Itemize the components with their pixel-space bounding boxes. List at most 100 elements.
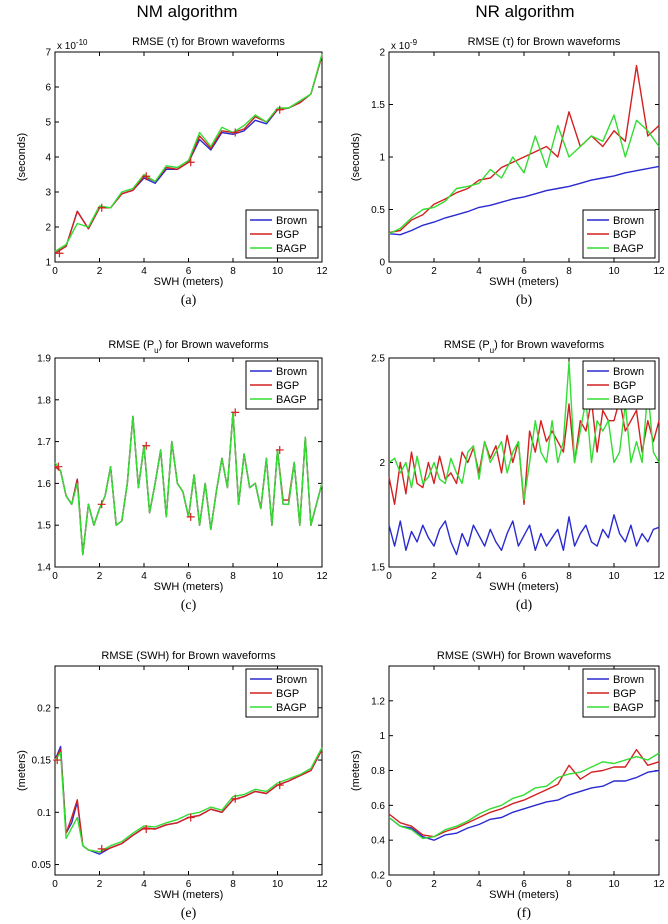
y-tick-label: 1.9 [37,354,51,365]
x-tick-label: 2 [431,879,437,890]
x-tick-label: 8 [230,571,236,582]
y-axis-label: (seconds) [350,133,362,181]
legend-label-brown: Brown [276,674,307,686]
x-tick-label: 8 [230,879,236,890]
x-axis-label: SWH (meters) [154,889,224,901]
y-tick-label: 1.5 [37,521,51,532]
x-tick-label: 10 [272,571,284,582]
y-tick-label: 3 [45,188,51,199]
x-tick-label: 0 [386,879,392,890]
legend: Brown BGP BAGP [245,209,319,259]
axis-exponent: x 10-9 [391,38,418,53]
legend-label-bagp: BAGP [613,394,644,406]
x-tick-label: 12 [653,571,665,582]
x-tick-label: 0 [386,571,392,582]
y-tick-label: 0.5 [371,205,385,216]
x-tick-label: 2 [431,266,437,277]
legend-label-brown: Brown [613,674,644,686]
x-tick-label: 12 [316,879,328,890]
chart-title-main: RMSE (P [444,339,490,351]
chart-panel-b: RMSE (τ) for Brown waveforms x 10-9 0 2 4 6 8 1… [350,36,665,308]
x-tick-label: 4 [476,879,482,890]
legend-label-bgp: BGP [276,380,299,392]
chart-panel-e: RMSE (SWH) for Brown waveforms 0 2 4 6 8 10 12 0… [16,650,328,921]
marker-plus [97,203,106,212]
y-tick-label: 2 [379,458,385,469]
x-tick-label: 2 [431,571,437,582]
marker-plus [231,408,240,417]
legend-label-brown: Brown [276,215,307,227]
y-tick-label: 5 [45,118,51,129]
legend-label-bgp: BGP [276,229,299,241]
marker-plus [275,105,284,114]
chart-title-rest: ) for Brown waveforms [494,339,605,351]
marker-plus [186,813,195,822]
axis-exponent-base: x 10 [57,41,76,52]
legend-label-bagp: BAGP [613,702,644,714]
y-tick-label: 0.05 [32,860,52,871]
x-tick-label: 6 [521,266,527,277]
chart-title: RMSE (Pu) for Brown waveforms [444,339,605,355]
marker-plus [186,158,195,167]
y-tick-label: 1 [45,258,51,269]
legend-label-bagp: BAGP [276,394,307,406]
panel-caption: (f) [517,906,531,921]
x-tick-label: 6 [521,879,527,890]
y-tick-label: 1.4 [37,563,51,574]
x-tick-label: 2 [97,879,103,890]
y-tick-label: 1 [379,731,385,742]
y-tick-label: 1 [379,153,385,164]
chart-panel-f: RMSE (SWH) for Brown waveforms 0 2 4 6 8 10 12 0… [350,650,665,921]
x-tick-label: 4 [141,571,147,582]
axis-exponent-power: -10 [76,38,88,47]
series-line-bagp [54,747,323,853]
x-tick-label: 2 [97,571,103,582]
x-tick-label: 8 [566,879,572,890]
x-tick-label: 6 [186,879,192,890]
series-line-bagp [388,361,660,501]
y-axis-label: (seconds) [16,133,28,181]
y-tick-label: 0.8 [371,766,385,777]
marker-plus [97,844,106,853]
y-tick-label: 2.5 [371,354,385,365]
x-tick-label: 4 [141,879,147,890]
panel-caption: (a) [181,293,197,308]
x-tick-label: 0 [386,266,392,277]
legend-label-brown: Brown [613,366,644,378]
series-line-brown [388,769,660,841]
legend-label-brown: Brown [613,215,644,227]
y-tick-label: 0.2 [371,871,385,882]
axis-exponent-power: -9 [410,38,418,47]
x-tick-label: 2 [97,266,103,277]
y-tick-label: 0.4 [371,836,385,847]
chart-title-subscript: u [154,346,158,355]
x-tick-label: 6 [521,571,527,582]
x-axis-label: SWH (meters) [489,276,559,288]
legend-label-bgp: BGP [613,688,636,700]
legend-label-bagp: BAGP [276,702,307,714]
marker-plus [53,756,62,765]
chart-title: RMSE (τ) for Brown waveforms [132,36,285,48]
x-tick-label: 4 [141,266,147,277]
y-tick-label: 1.5 [371,563,385,574]
chart-title: RMSE (SWH) for Brown waveforms [101,650,276,662]
panel-caption: (c) [181,598,197,613]
legend-label-bgp: BGP [613,229,636,241]
x-tick-label: 0 [52,879,58,890]
series-line-bgp [388,64,660,234]
x-tick-label: 12 [653,879,665,890]
marker-plus [275,781,284,790]
marker-plus [231,794,240,803]
x-tick-label: 12 [316,266,328,277]
chart-panel-c: RMSE (Pu) for Brown waveforms 0 2 4 6 8 10 12 1.… [37,339,328,613]
legend-label-brown: Brown [276,366,307,378]
x-tick-label: 8 [566,571,572,582]
x-tick-label: 10 [608,266,620,277]
x-axis-label: SWH (meters) [489,889,559,901]
series-line-bgp [54,748,323,853]
y-tick-label: 1.5 [371,100,385,111]
x-tick-label: 8 [566,266,572,277]
legend-label-bgp: BGP [276,688,299,700]
series-line-brown [388,165,660,236]
y-axis-label: (meters) [350,750,362,791]
